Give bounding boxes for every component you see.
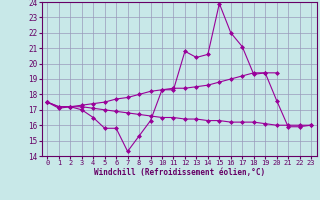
X-axis label: Windchill (Refroidissement éolien,°C): Windchill (Refroidissement éolien,°C): [94, 168, 265, 177]
